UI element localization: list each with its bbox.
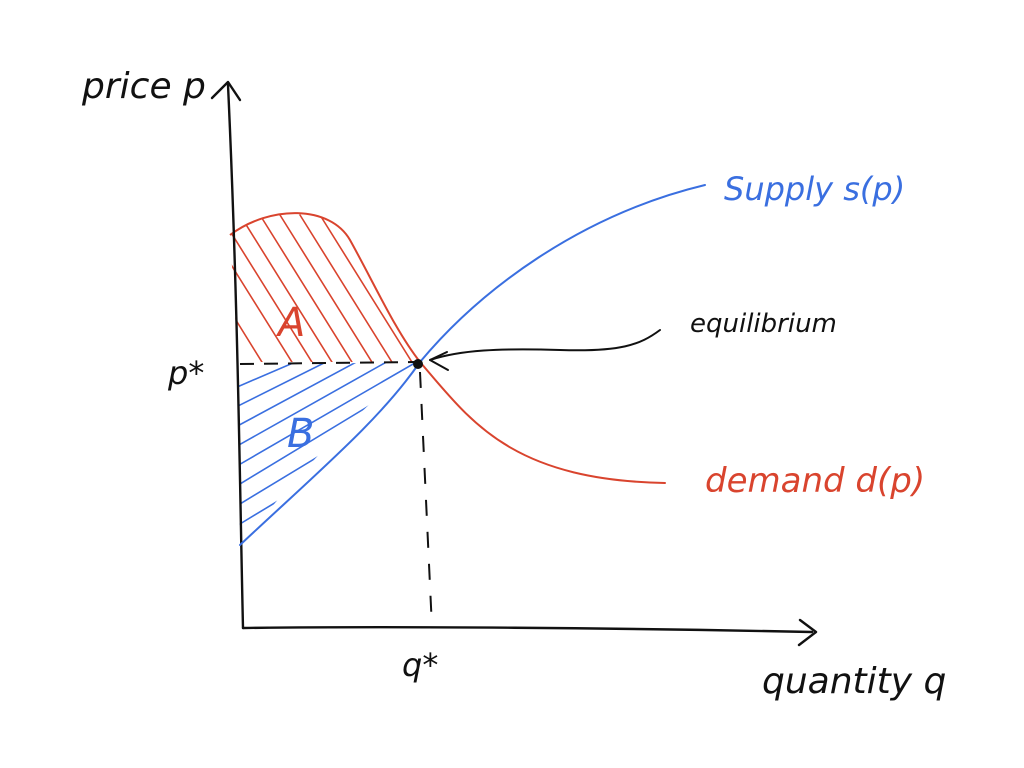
q-star-label: q* xyxy=(402,646,438,684)
y-axis-label: price p xyxy=(81,66,206,107)
supply-curve xyxy=(239,184,706,546)
demand-label: demand d(p) xyxy=(705,461,925,501)
equilibrium-arrowhead xyxy=(429,351,449,371)
supply-label: Supply s(p) xyxy=(724,170,905,208)
x-axis-arrowhead xyxy=(797,618,818,647)
region-a-outline xyxy=(229,212,421,363)
p-star-label: p* xyxy=(167,354,204,392)
region-a-hatching xyxy=(230,214,420,362)
q-star-dashed-line xyxy=(419,371,433,629)
x-axis-label: quantity q xyxy=(762,661,946,702)
y-axis-arrowhead xyxy=(210,80,242,102)
demand-curve xyxy=(419,361,666,484)
region-a-label: A xyxy=(275,300,305,346)
y-axis xyxy=(226,83,245,630)
x-axis xyxy=(241,626,814,634)
region-b-hatching xyxy=(238,362,418,545)
equilibrium-arrow xyxy=(429,329,661,361)
equilibrium-label: equilibrium xyxy=(690,309,837,339)
p-star-dashed-line xyxy=(239,361,416,365)
equilibrium-point xyxy=(413,359,423,369)
region-b-label: B xyxy=(287,411,314,457)
